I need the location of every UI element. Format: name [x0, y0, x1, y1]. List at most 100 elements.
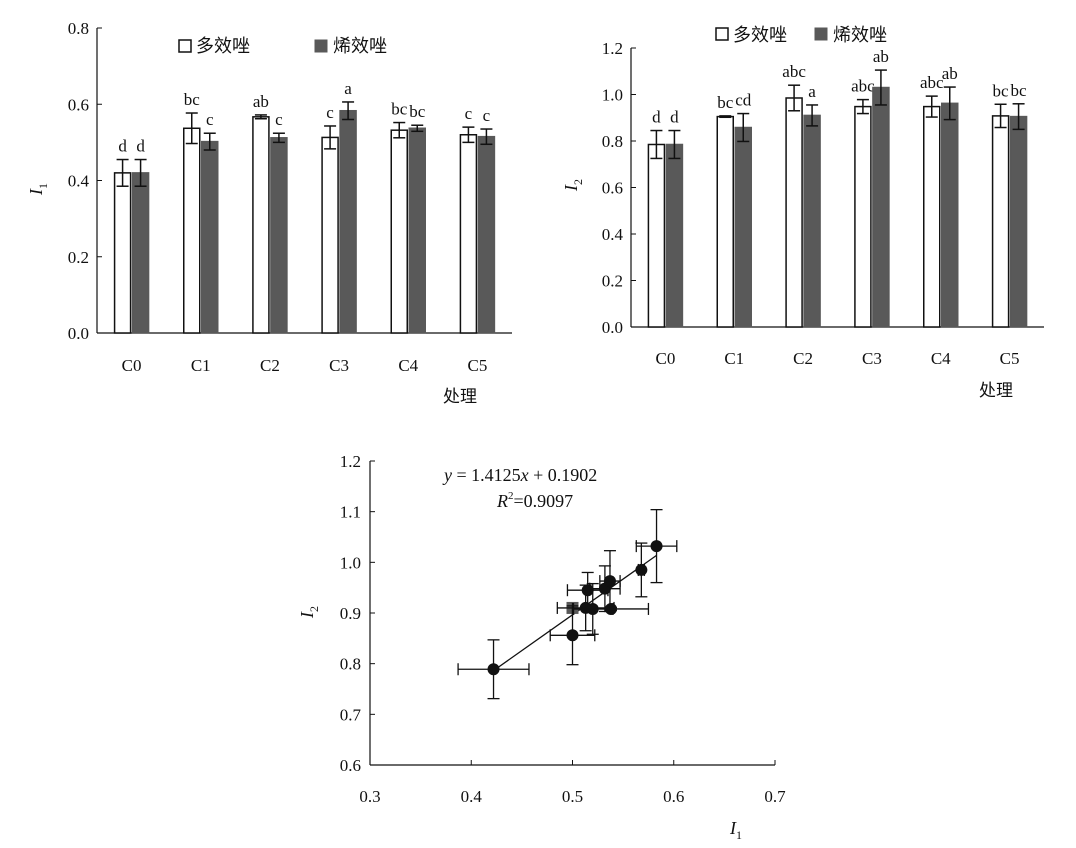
- significance-letter: abc: [851, 77, 875, 96]
- bar: [321, 136, 339, 334]
- significance-letter: abc: [920, 73, 944, 92]
- data-point: [566, 629, 579, 642]
- significance-letter: bc: [993, 81, 1010, 100]
- significance-letter: c: [275, 110, 283, 129]
- i2-x-axis-label: 处理: [979, 381, 1013, 401]
- i1-legend: 多效唑 烯效唑: [178, 36, 387, 57]
- significance-letter: abc: [782, 62, 806, 81]
- category-label: C3: [329, 356, 349, 375]
- bar: [941, 102, 959, 328]
- legend-swatch-uniconazole: [314, 39, 328, 53]
- bar: [1009, 115, 1028, 328]
- regression-equation: y = 1.4125x + 0.1902: [442, 465, 597, 485]
- category-label: C0: [122, 356, 142, 375]
- category-label: C2: [260, 356, 280, 375]
- y-tick-label: 0.6: [602, 179, 623, 198]
- significance-letter: bc: [184, 90, 201, 109]
- significance-letter: a: [808, 82, 816, 101]
- y-tick-label: 1.0: [602, 86, 623, 105]
- bar: [183, 127, 201, 334]
- significance-letter: c: [465, 104, 473, 123]
- bar: [339, 109, 357, 334]
- i1-x-axis-label: 处理: [443, 387, 477, 407]
- bar: [716, 115, 734, 328]
- significance-letter: bc: [717, 93, 734, 112]
- x-tick-label: 0.3: [359, 787, 380, 806]
- significance-letter: d: [136, 137, 145, 156]
- significance-letter: d: [118, 137, 127, 156]
- svg-text:I2: I2: [561, 179, 585, 192]
- significance-letter: c: [483, 106, 491, 125]
- category-label: C4: [398, 356, 418, 375]
- x-tick-label: 0.7: [764, 787, 786, 806]
- significance-letter: a: [344, 79, 352, 98]
- legend-label-paclobutrazol: 多效唑: [196, 36, 250, 57]
- data-point: [650, 540, 663, 553]
- significance-letter: bc: [391, 100, 408, 119]
- bar: [803, 114, 821, 328]
- data-point: [604, 602, 617, 615]
- data-point: [487, 663, 500, 676]
- category-label: C3: [862, 349, 882, 368]
- significance-letter: d: [652, 108, 661, 127]
- bar: [785, 97, 803, 328]
- legend-swatch-paclobutrazol: [715, 27, 729, 41]
- significance-letter: bc: [409, 102, 426, 121]
- significance-letter: cd: [735, 91, 752, 110]
- y-tick-label: 0.2: [602, 272, 623, 291]
- x-tick-label: 0.5: [562, 787, 583, 806]
- data-point: [603, 575, 616, 588]
- y-tick-label: 1.2: [340, 452, 361, 471]
- significance-letter: ab: [253, 92, 269, 111]
- bar: [252, 116, 270, 334]
- legend-label-uniconazole: 烯效唑: [833, 25, 887, 46]
- significance-letter: d: [670, 108, 679, 127]
- y-tick-label: 0.8: [340, 655, 361, 674]
- y-tick-label: 0.6: [340, 756, 361, 775]
- category-label: C5: [1000, 349, 1020, 368]
- bar: [991, 115, 1010, 328]
- i1-y-axis-label: I1: [26, 183, 50, 196]
- i2-legend: 多效唑 烯效唑: [715, 25, 887, 46]
- category-label: C2: [793, 349, 813, 368]
- legend-label-paclobutrazol: 多效唑: [733, 25, 787, 46]
- bar: [270, 137, 288, 334]
- i2-bar-chart: I2 多效唑 烯效唑 处理 0.0 0.2 0.4 0.6 0.8 1.0 1.2 C0 d d C…: [561, 25, 1044, 401]
- category-label: C0: [655, 349, 675, 368]
- y-tick-label: 0.7: [340, 705, 362, 724]
- y-tick-label: 0.0: [68, 324, 89, 343]
- legend-swatch-uniconazole: [814, 27, 828, 41]
- legend-label-uniconazole: 烯效唑: [333, 36, 387, 57]
- scatter-y-axis-label: I2: [297, 606, 321, 619]
- bar: [113, 172, 132, 334]
- bar: [477, 135, 496, 334]
- bar: [923, 105, 941, 328]
- bar: [854, 105, 872, 328]
- category-label: C4: [931, 349, 951, 368]
- data-point: [581, 584, 594, 597]
- bar: [872, 86, 890, 328]
- bar: [201, 140, 219, 334]
- y-tick-label: 0.2: [68, 248, 89, 267]
- significance-letter: ab: [873, 47, 889, 66]
- y-tick-label: 0.4: [68, 172, 90, 191]
- y-tick-label: 0.8: [68, 19, 89, 38]
- category-label: C1: [191, 356, 211, 375]
- significance-letter: c: [326, 103, 334, 122]
- scatter-x-axis-label: I1: [729, 818, 742, 842]
- y-tick-label: 0.0: [602, 318, 623, 337]
- y-tick-label: 1.2: [602, 39, 623, 58]
- r-squared: R2=0.9097: [496, 490, 573, 511]
- data-point: [635, 563, 648, 576]
- i2-y-axis-label: I2: [561, 179, 585, 192]
- category-label: C1: [724, 349, 744, 368]
- y-tick-label: 0.4: [602, 225, 624, 244]
- y-tick-label: 0.9: [340, 604, 361, 623]
- y-tick-label: 1.0: [340, 553, 361, 572]
- legend-swatch-paclobutrazol: [178, 39, 192, 53]
- bar: [647, 143, 666, 328]
- bar: [459, 134, 478, 334]
- x-tick-label: 0.4: [461, 787, 483, 806]
